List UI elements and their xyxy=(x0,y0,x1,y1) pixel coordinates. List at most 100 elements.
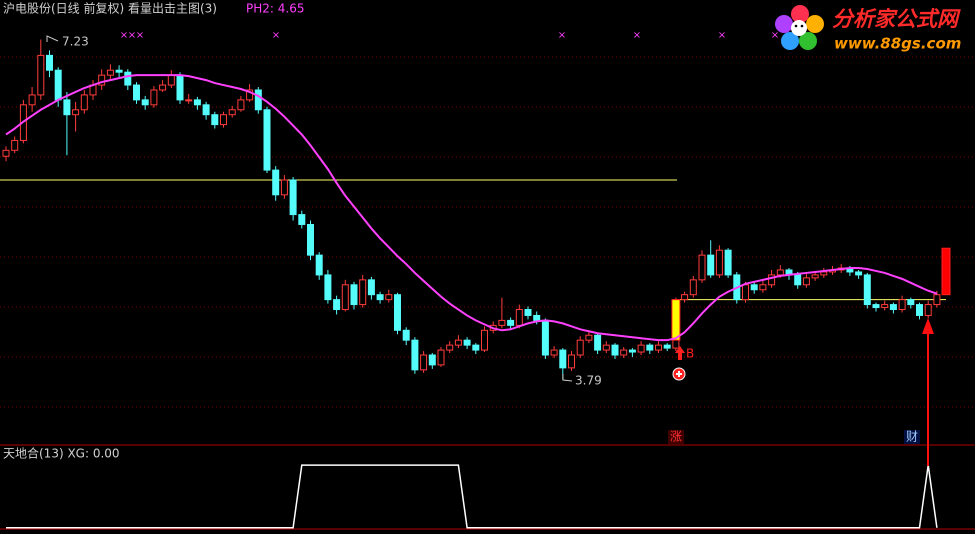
candle-body xyxy=(254,89,262,111)
candle-body xyxy=(98,74,106,86)
candle-body xyxy=(663,344,671,349)
candle-body xyxy=(646,344,654,351)
candle-body xyxy=(637,344,645,353)
candle-body xyxy=(228,109,236,116)
marker: × xyxy=(120,30,128,41)
candle-body xyxy=(333,299,341,311)
signal-markers: × × × × × × × × xyxy=(120,30,779,41)
candle-body xyxy=(394,294,401,331)
candle-body xyxy=(750,284,758,291)
logo-petal xyxy=(806,15,824,33)
candle-body xyxy=(298,214,306,225)
logo-url: www.88gs.com xyxy=(834,35,961,53)
marker: × xyxy=(558,30,566,41)
candle-body xyxy=(881,304,889,309)
candle-body xyxy=(820,271,828,276)
candle-body xyxy=(811,274,819,279)
moving-average xyxy=(5,74,938,342)
candle-body xyxy=(594,334,602,351)
candle-body xyxy=(568,354,575,369)
candle-body xyxy=(611,344,619,356)
candle-body xyxy=(246,89,254,101)
chart-title: 沪电股份(日线 前复权) 看量出击主图(3) xyxy=(3,1,217,16)
annotation: PH2: 4.65 xyxy=(246,2,304,16)
candle-body xyxy=(524,309,532,316)
candle-body xyxy=(759,284,767,291)
leader-line xyxy=(46,35,59,42)
plot xyxy=(0,39,951,529)
candle-body xyxy=(437,349,445,366)
buy-label: B xyxy=(686,347,694,361)
candle-body xyxy=(307,223,314,256)
candle-body xyxy=(776,269,784,276)
candle-body xyxy=(724,249,732,276)
low-label: 3.79 xyxy=(575,374,602,388)
signal-bar xyxy=(671,299,681,341)
candle-body xyxy=(446,344,454,351)
candle-body xyxy=(359,279,367,306)
candle-body xyxy=(681,294,689,301)
candle-body xyxy=(106,69,114,76)
indicator-title: 天地合(13) XG: 0.00 xyxy=(3,446,120,461)
candle-body xyxy=(402,329,410,341)
candle-body xyxy=(350,284,358,306)
candle-body xyxy=(420,354,428,371)
indicator-line xyxy=(6,464,938,529)
candle-body xyxy=(150,89,158,106)
candle-body xyxy=(220,114,227,126)
tag: 涨 xyxy=(670,429,682,444)
leader-line xyxy=(562,374,573,382)
candle-body xyxy=(176,74,184,101)
candle-body xyxy=(855,271,863,276)
candle-body xyxy=(54,69,62,101)
candle-body xyxy=(620,349,628,356)
logo: 分析家公式网 www.88gs.com xyxy=(775,5,961,53)
logo-petal xyxy=(791,5,809,23)
logo-petal xyxy=(799,32,817,50)
candle-body xyxy=(924,304,932,316)
candle-body xyxy=(2,149,10,157)
candle-body xyxy=(515,309,523,326)
candle-body xyxy=(863,274,871,306)
candle-body xyxy=(28,94,36,106)
candle-body xyxy=(916,304,923,316)
candle-body xyxy=(211,114,219,126)
candle-body xyxy=(289,179,297,216)
candle-body xyxy=(655,344,662,351)
candle-body xyxy=(585,334,593,341)
candle-body xyxy=(341,284,349,311)
logo-center xyxy=(791,20,807,36)
candle-body xyxy=(124,71,132,86)
logo-eye xyxy=(794,24,798,28)
candle-body xyxy=(280,179,288,196)
candle-body xyxy=(385,294,393,301)
candle-body xyxy=(794,274,802,286)
candle-body xyxy=(193,99,201,106)
candle-body xyxy=(454,339,462,346)
candle-body xyxy=(628,349,636,353)
candle-body xyxy=(115,69,123,73)
candle-body xyxy=(602,344,610,351)
candle-body xyxy=(411,339,419,371)
candle-body xyxy=(707,254,715,276)
logo-petal xyxy=(781,32,799,50)
grid xyxy=(0,56,975,408)
candle-body xyxy=(576,339,584,356)
candle-body xyxy=(533,314,541,321)
candle-body xyxy=(889,304,897,311)
tag-box xyxy=(904,430,920,444)
candle-body xyxy=(46,54,53,71)
candle-body xyxy=(689,279,697,296)
arrow-head xyxy=(922,318,934,334)
candle-body xyxy=(63,99,71,116)
candle-body xyxy=(159,84,167,91)
candle-body xyxy=(202,104,210,116)
candle-body xyxy=(541,319,549,356)
candle-body xyxy=(428,354,436,366)
candle-body xyxy=(481,329,488,351)
candle-body xyxy=(80,94,88,111)
tag-box xyxy=(668,430,684,444)
